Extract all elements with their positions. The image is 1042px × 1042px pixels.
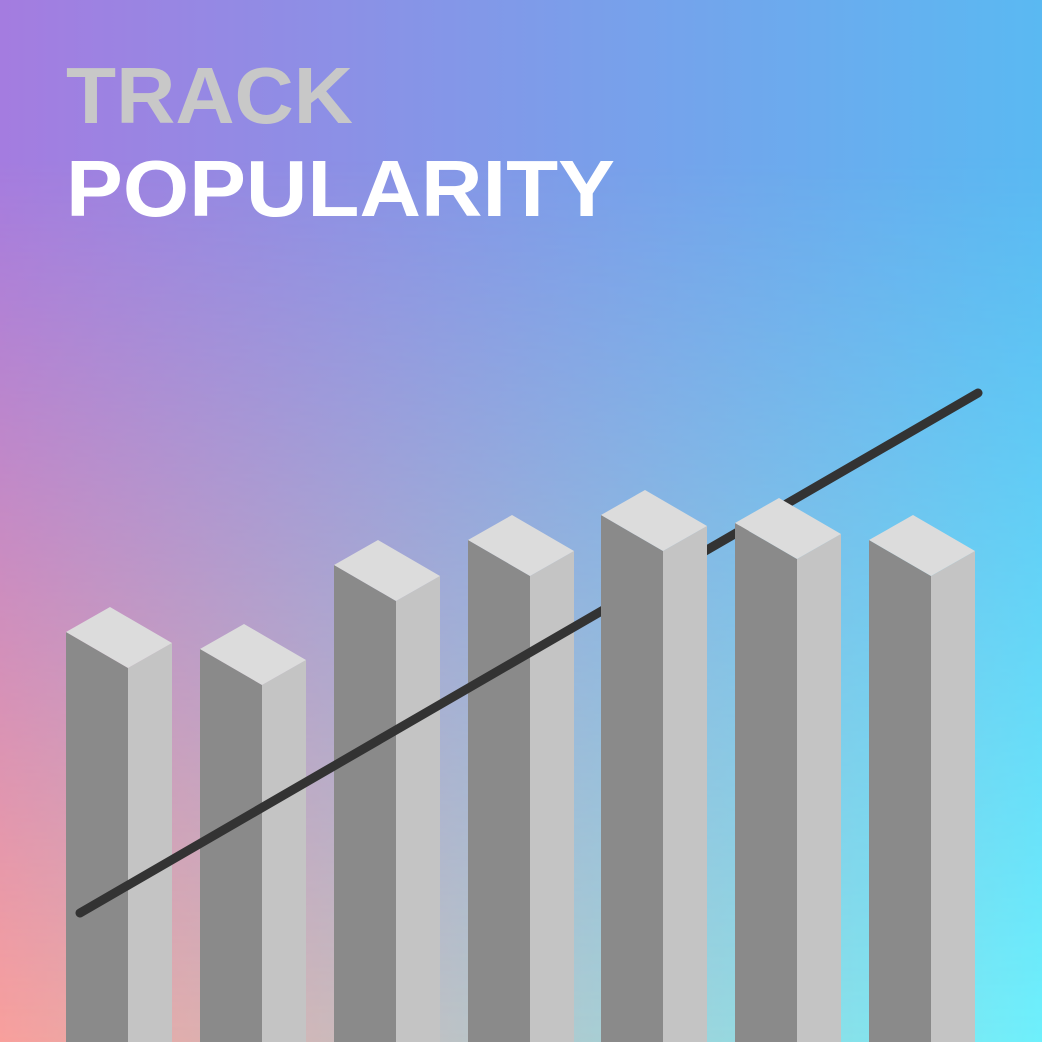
bar-left-face: [601, 515, 663, 1042]
bar-right-face: [931, 551, 975, 1042]
bar-top-face: [869, 515, 975, 576]
bar-top-face: [468, 515, 574, 576]
bar-top-face: [66, 607, 172, 668]
bars-back: [66, 515, 574, 1042]
bar-right-face: [128, 643, 172, 1042]
bar-top-face: [334, 540, 440, 601]
bar-right-face: [797, 534, 841, 1042]
title-line-2: POPULARITY: [66, 144, 615, 233]
bar-left-face: [869, 540, 931, 1042]
bar-left-face: [735, 523, 797, 1042]
trend-line: [75, 388, 983, 918]
bar-top-face: [200, 624, 306, 685]
bar-right-face: [396, 576, 440, 1042]
bar-left-face: [468, 540, 530, 1042]
title-line-1: TRACK: [66, 51, 353, 140]
bar-left-face: [334, 565, 396, 1042]
bar-right-face: [262, 660, 306, 1042]
bar-top-face: [735, 498, 841, 559]
bars-front: [601, 490, 975, 1042]
bar-left-face: [200, 649, 262, 1042]
bar-right-face: [663, 526, 707, 1042]
bar-right-face: [530, 551, 574, 1042]
bar-top-face: [601, 490, 707, 551]
bar-left-face: [66, 632, 128, 1042]
